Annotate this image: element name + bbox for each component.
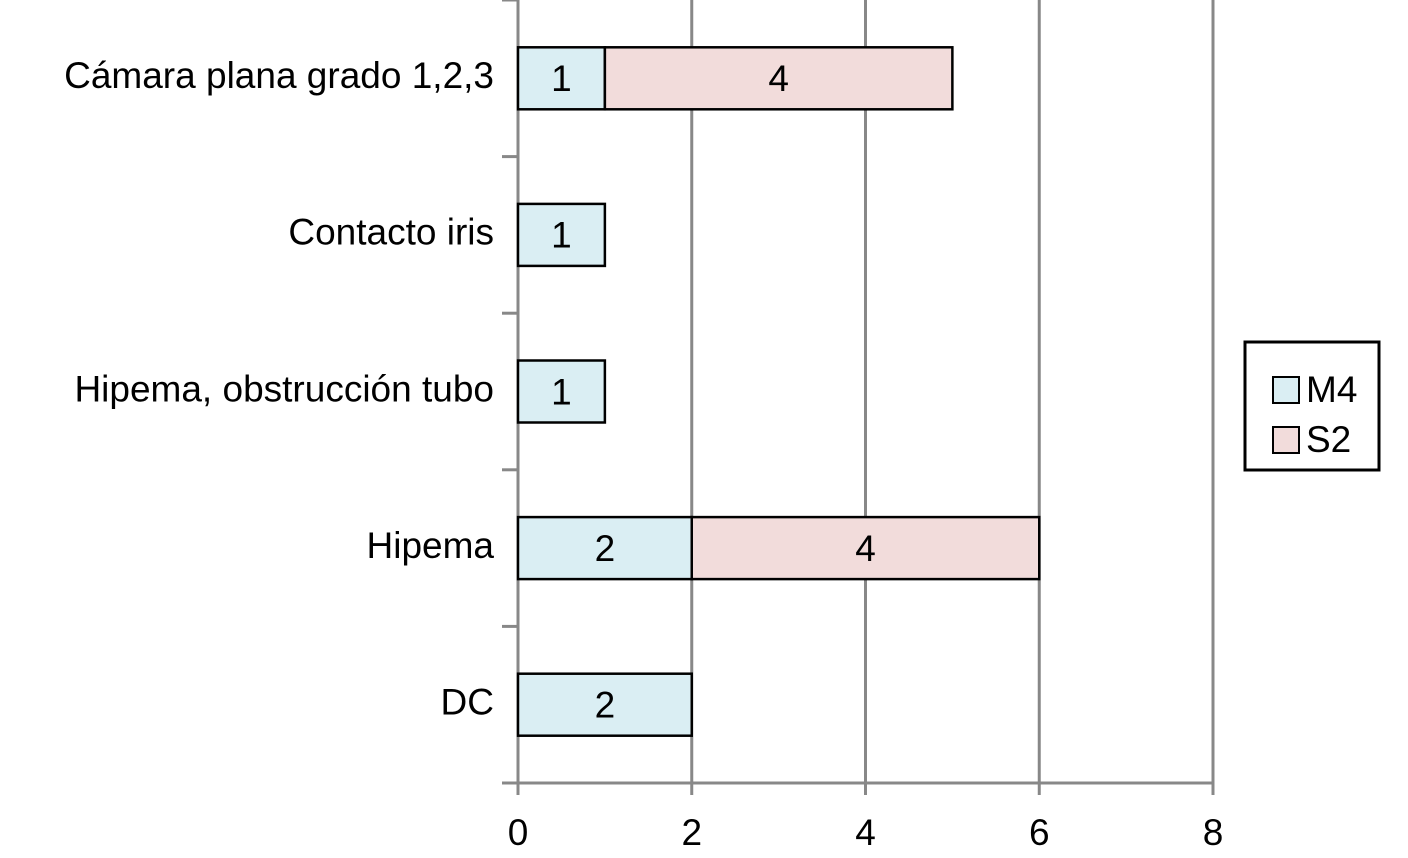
legend-box — [1243, 340, 1381, 472]
data-label: 1 — [551, 58, 572, 99]
legend-label: S2 — [1306, 419, 1351, 460]
x-tick-label: 4 — [855, 812, 876, 853]
x-tick-label: 2 — [681, 812, 702, 853]
data-label: 1 — [551, 215, 572, 256]
x-tick-label: 6 — [1029, 812, 1050, 853]
data-label: 4 — [855, 528, 876, 569]
data-label: 1 — [551, 371, 572, 412]
legend-swatch — [1272, 426, 1300, 454]
x-tick-label: 0 — [508, 812, 529, 853]
bar-segment — [516, 359, 607, 424]
bar-segment — [690, 515, 1041, 581]
legend-label: M4 — [1306, 369, 1357, 410]
y-tick-label: DC — [441, 681, 494, 722]
y-tick-label: Cámara plana grado 1,2,3 — [64, 55, 494, 96]
legend-swatch — [1272, 376, 1300, 404]
data-label: 2 — [595, 528, 616, 569]
y-tick-label: Hipema — [367, 525, 495, 566]
bar-segment — [516, 672, 693, 737]
data-label: 4 — [768, 58, 789, 99]
y-tick-label: Hipema, obstrucción tubo — [74, 368, 494, 409]
bar-segment — [516, 202, 607, 268]
y-tick-label: Contacto iris — [288, 212, 494, 253]
x-tick-label: 8 — [1203, 812, 1224, 853]
data-label: 2 — [595, 684, 616, 725]
bar-segment — [603, 46, 954, 111]
